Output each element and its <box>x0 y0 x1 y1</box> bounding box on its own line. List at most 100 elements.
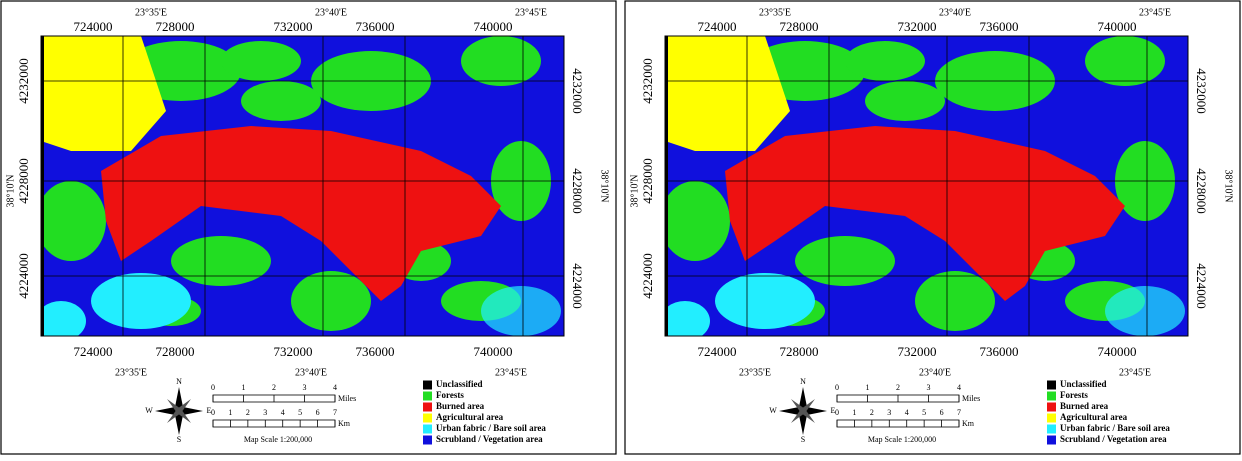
legend-swatch <box>423 392 432 401</box>
scale-unit: Miles <box>338 394 356 403</box>
legend-swatch <box>1047 425 1056 434</box>
lon-label: 23°45'E <box>1119 367 1151 378</box>
forest-patch <box>36 181 106 261</box>
forest-patch <box>1085 36 1165 86</box>
lat-label: 38°10'N <box>629 174 640 207</box>
scale-label: 2 <box>246 408 250 417</box>
compass-s: S <box>801 435 805 444</box>
easting-label: 732000 <box>898 344 937 359</box>
forest-patch <box>461 36 541 86</box>
legend-swatch <box>1047 436 1056 445</box>
forest-patch <box>171 236 271 286</box>
scale-label: 5 <box>298 408 302 417</box>
scale-label: 7 <box>957 408 961 417</box>
easting-label: 736000 <box>356 19 395 34</box>
scale-label: 5 <box>922 408 926 417</box>
scale-label: 0 <box>211 383 215 392</box>
legend-label: Urban fabric / Bare soil area <box>436 423 546 433</box>
easting-label: 740000 <box>1098 19 1137 34</box>
northing-label: 4228000 <box>16 158 31 204</box>
compass-w: W <box>145 406 153 415</box>
easting-label: 728000 <box>156 19 195 34</box>
easting-label: 740000 <box>474 19 513 34</box>
northing-label: 4232000 <box>570 68 585 114</box>
legend-label: Scrubland / Vegetation area <box>1060 434 1167 444</box>
compass-w: W <box>769 406 777 415</box>
northing-label: 4228000 <box>1194 168 1209 214</box>
scale-label: 3 <box>303 383 307 392</box>
scale-label: 6 <box>316 408 320 417</box>
legend-label: Agricultural area <box>436 412 504 422</box>
scale-label: 4 <box>333 383 337 392</box>
legend-swatch <box>1047 403 1056 412</box>
scale-unit: Km <box>338 419 351 428</box>
scale-label: 1 <box>242 383 246 392</box>
easting-label: 732000 <box>898 19 937 34</box>
lon-label: 23°35'E <box>115 367 147 378</box>
easting-label: 740000 <box>474 344 513 359</box>
scale-label: 4 <box>957 383 961 392</box>
map-figure: 23°35'E 23°40'E 23°45'E 23°35'E 23°40'E 23°45… <box>0 0 1242 456</box>
legend-swatch <box>423 436 432 445</box>
urban <box>715 273 815 329</box>
compass-n: N <box>176 377 182 386</box>
scale-label: 7 <box>333 408 337 417</box>
map-raster <box>660 36 1188 341</box>
easting-label: 728000 <box>156 344 195 359</box>
northing-label: 4228000 <box>640 158 655 204</box>
scale-caption: Map Scale 1:200,000 <box>868 435 936 444</box>
legend-swatch <box>1047 414 1056 423</box>
compass-n: N <box>800 377 806 386</box>
lon-label: 23°40'E <box>939 7 971 18</box>
scale-bar <box>213 420 335 427</box>
legend-label: Urban fabric / Bare soil area <box>1060 423 1170 433</box>
scale-label: 3 <box>263 408 267 417</box>
northing-label: 4232000 <box>640 58 655 104</box>
scale-label: 1 <box>866 383 870 392</box>
scale-caption: Map Scale 1:200,000 <box>244 435 312 444</box>
legend-label: Agricultural area <box>1060 412 1128 422</box>
scale-label: 0 <box>835 383 839 392</box>
northing-label: 4224000 <box>570 263 585 309</box>
northing-label: 4224000 <box>1194 263 1209 309</box>
easting-label: 736000 <box>980 344 1019 359</box>
scale-label: 0 <box>211 408 215 417</box>
legend-swatch <box>1047 381 1056 390</box>
easting-label: 728000 <box>780 19 819 34</box>
scale-label: 2 <box>272 383 276 392</box>
legend-label: Burned area <box>436 401 485 411</box>
lat-label: 38°10'N <box>599 169 610 202</box>
scale-bar <box>837 420 959 427</box>
scale-label: 6 <box>940 408 944 417</box>
lon-label: 23°45'E <box>515 7 547 18</box>
scale-label: 4 <box>281 408 285 417</box>
forest-patch <box>865 81 945 121</box>
legend-label: Forests <box>436 390 464 400</box>
forest-patch <box>915 271 995 331</box>
urban <box>481 286 561 336</box>
easting-label: 740000 <box>1098 344 1137 359</box>
legend-label: Burned area <box>1060 401 1109 411</box>
legend-swatch <box>423 414 432 423</box>
lon-label: 23°40'E <box>315 7 347 18</box>
lon-label: 23°45'E <box>1139 7 1171 18</box>
northing-label: 4224000 <box>16 253 31 299</box>
scale-label: 2 <box>896 383 900 392</box>
lon-label: 23°40'E <box>919 367 951 378</box>
northing-label: 4224000 <box>640 253 655 299</box>
forest-patch <box>660 181 730 261</box>
forest-patch <box>221 41 301 81</box>
easting-label: 732000 <box>274 344 313 359</box>
legend-swatch <box>423 381 432 390</box>
lon-label: 23°45'E <box>495 367 527 378</box>
legend-label: Unclassified <box>1060 379 1107 389</box>
scale-label: 2 <box>870 408 874 417</box>
scale-label: 3 <box>887 408 891 417</box>
forest-patch <box>845 41 925 81</box>
lon-label: 23°35'E <box>135 7 167 18</box>
scale-label: 1 <box>852 408 856 417</box>
lat-label: 38°10'N <box>5 174 16 207</box>
northing-label: 4232000 <box>1194 68 1209 114</box>
